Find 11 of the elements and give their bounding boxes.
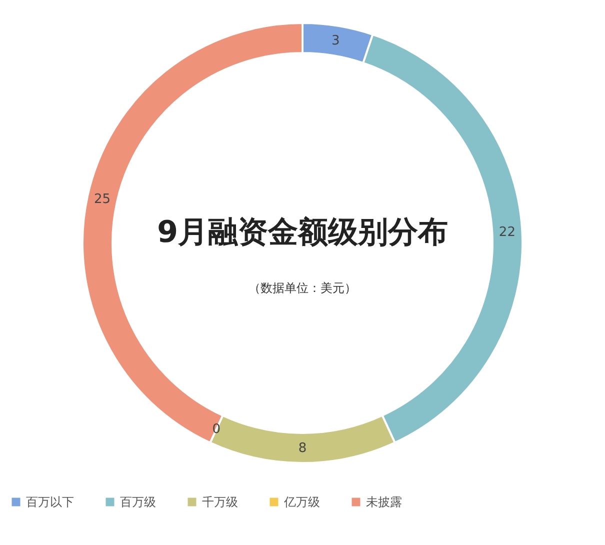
data-label: 25 <box>94 192 111 207</box>
legend-label: 未披露 <box>366 495 402 509</box>
legend-label: 千万级 <box>202 495 238 509</box>
text: 9月融资金额级别分布 <box>157 215 448 250</box>
text: （数据单位：美元） <box>248 281 356 295</box>
data-label: 3 <box>332 34 340 49</box>
data-label: 22 <box>498 224 516 240</box>
legend-label: 亿万级 <box>283 495 320 509</box>
data-label: 8 <box>298 441 307 456</box>
legend-label: 百万以下 <box>26 495 74 509</box>
legend-label: 百万级 <box>120 495 156 509</box>
